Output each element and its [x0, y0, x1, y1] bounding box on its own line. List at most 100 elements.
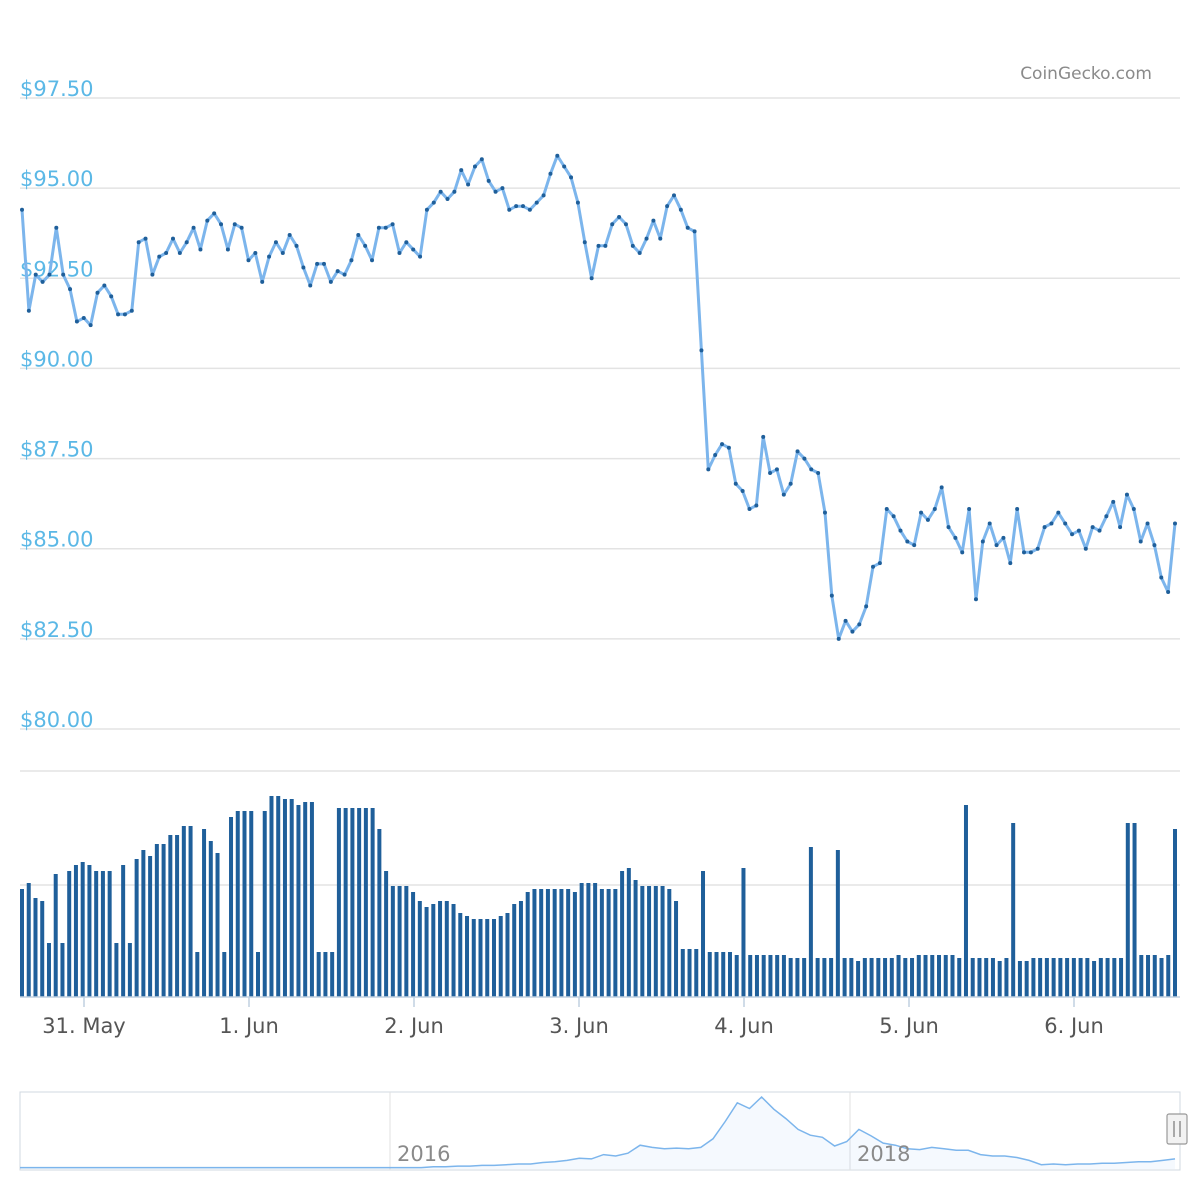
- price-point[interactable]: [116, 312, 121, 317]
- price-point[interactable]: [754, 503, 759, 508]
- price-point[interactable]: [980, 539, 985, 544]
- volume-bar[interactable]: [640, 886, 645, 997]
- price-point[interactable]: [713, 452, 718, 457]
- price-point[interactable]: [898, 528, 903, 533]
- price-point[interactable]: [582, 240, 587, 245]
- price-point[interactable]: [521, 204, 526, 209]
- price-point[interactable]: [68, 287, 73, 292]
- volume-bar[interactable]: [424, 907, 429, 997]
- price-point[interactable]: [720, 442, 725, 447]
- volume-bar[interactable]: [990, 958, 995, 997]
- volume-bar[interactable]: [701, 871, 706, 997]
- volume-bar[interactable]: [977, 958, 982, 997]
- price-point[interactable]: [1104, 514, 1109, 519]
- volume-bar[interactable]: [1038, 958, 1043, 997]
- volume-bar[interactable]: [60, 943, 65, 997]
- volume-bar[interactable]: [923, 955, 928, 997]
- volume-bar[interactable]: [1024, 961, 1029, 997]
- volume-bar[interactable]: [40, 901, 45, 997]
- volume-bar[interactable]: [781, 955, 786, 997]
- price-point[interactable]: [301, 265, 306, 270]
- price-point[interactable]: [960, 550, 965, 555]
- volume-bar[interactable]: [377, 829, 382, 997]
- price-point[interactable]: [1090, 525, 1095, 530]
- volume-bar[interactable]: [282, 799, 287, 997]
- price-point[interactable]: [555, 153, 560, 158]
- volume-bar[interactable]: [289, 799, 294, 997]
- price-point[interactable]: [500, 186, 505, 191]
- volume-bar[interactable]: [754, 955, 759, 997]
- price-point[interactable]: [836, 636, 841, 641]
- price-point[interactable]: [424, 207, 429, 212]
- price-point[interactable]: [452, 189, 457, 194]
- volume-bar[interactable]: [357, 808, 362, 997]
- price-point[interactable]: [877, 561, 882, 566]
- volume-bar[interactable]: [343, 808, 348, 997]
- price-point[interactable]: [603, 243, 608, 248]
- volume-bar[interactable]: [734, 955, 739, 997]
- volume-bar[interactable]: [795, 958, 800, 997]
- chart-credit[interactable]: CoinGecko.com: [1020, 64, 1152, 84]
- price-point[interactable]: [328, 279, 333, 284]
- price-point[interactable]: [987, 521, 992, 526]
- price-point[interactable]: [617, 214, 622, 219]
- volume-bar[interactable]: [869, 958, 874, 997]
- price-point[interactable]: [774, 467, 779, 472]
- price-point[interactable]: [136, 240, 141, 245]
- volume-bar[interactable]: [262, 811, 267, 997]
- volume-bar[interactable]: [1166, 955, 1171, 997]
- volume-bar[interactable]: [653, 886, 658, 997]
- price-point[interactable]: [486, 178, 491, 183]
- volume-bar[interactable]: [222, 952, 227, 997]
- volume-bar[interactable]: [350, 808, 355, 997]
- volume-bar[interactable]: [559, 889, 564, 997]
- price-point[interactable]: [1118, 525, 1123, 530]
- price-point[interactable]: [246, 258, 251, 263]
- price-point[interactable]: [438, 189, 443, 194]
- volume-bar[interactable]: [667, 889, 672, 997]
- price-point[interactable]: [809, 467, 814, 472]
- price-point[interactable]: [1076, 528, 1081, 533]
- price-point[interactable]: [781, 492, 786, 497]
- volume-bar[interactable]: [1173, 829, 1177, 997]
- volume-bar[interactable]: [20, 889, 24, 997]
- price-point[interactable]: [768, 470, 773, 475]
- price-point[interactable]: [822, 510, 827, 515]
- volume-bar[interactable]: [330, 952, 335, 997]
- price-point[interactable]: [788, 481, 793, 486]
- price-point[interactable]: [905, 539, 910, 544]
- price-point[interactable]: [170, 236, 175, 241]
- price-point[interactable]: [61, 272, 66, 277]
- volume-bar[interactable]: [586, 883, 591, 997]
- navigator[interactable]: 2016 2018: [19, 1091, 1188, 1171]
- volume-bar[interactable]: [525, 892, 530, 997]
- price-point[interactable]: [802, 456, 807, 461]
- price-point[interactable]: [184, 240, 189, 245]
- volume-bar[interactable]: [532, 889, 537, 997]
- volume-bar[interactable]: [417, 901, 422, 997]
- volume-bar[interactable]: [404, 886, 409, 997]
- volume-bar[interactable]: [930, 955, 935, 997]
- price-point[interactable]: [20, 207, 24, 212]
- volume-bar[interactable]: [1132, 823, 1137, 997]
- price-point[interactable]: [74, 319, 79, 324]
- volume-bar[interactable]: [94, 871, 99, 997]
- price-point[interactable]: [493, 189, 498, 194]
- price-point[interactable]: [219, 222, 224, 227]
- price-point[interactable]: [479, 157, 484, 162]
- volume-bar[interactable]: [862, 958, 867, 997]
- volume-bar[interactable]: [53, 874, 58, 997]
- volume-bar[interactable]: [1152, 955, 1157, 997]
- price-point[interactable]: [342, 272, 347, 277]
- volume-bar[interactable]: [1031, 958, 1036, 997]
- volume-bar[interactable]: [154, 844, 159, 997]
- volume-bar[interactable]: [100, 871, 105, 997]
- price-point[interactable]: [47, 272, 52, 277]
- volume-bar[interactable]: [1004, 958, 1009, 997]
- volume-bar[interactable]: [202, 829, 207, 997]
- price-point[interactable]: [308, 283, 313, 288]
- price-point[interactable]: [740, 489, 745, 494]
- volume-bar[interactable]: [26, 883, 31, 997]
- price-point[interactable]: [912, 543, 917, 548]
- volume-bar[interactable]: [889, 958, 894, 997]
